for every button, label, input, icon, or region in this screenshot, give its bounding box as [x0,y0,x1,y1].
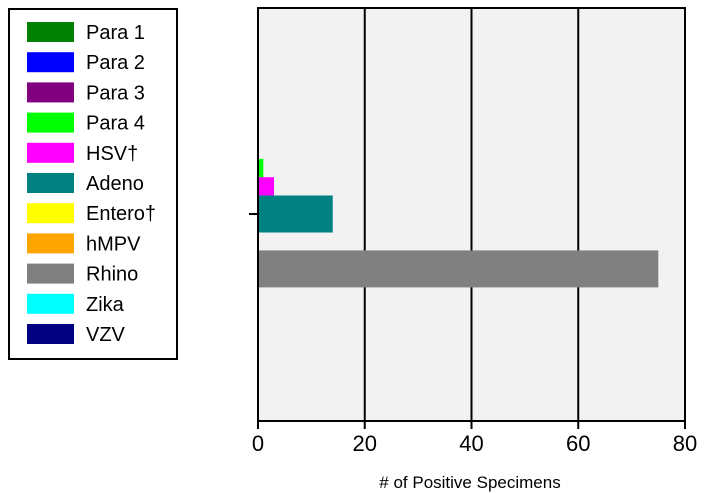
legend-label: HSV† [86,143,138,165]
legend-label: Entero† [86,203,156,225]
x-tick-label: 0 [252,431,264,456]
legend-swatch [27,203,74,224]
x-tick-label: 80 [673,431,697,456]
legend-swatch [27,52,74,73]
legend-label: VZV [86,324,126,346]
legend-swatch [27,82,74,103]
x-tick-label: 60 [566,431,590,456]
legend-swatch [27,293,74,314]
x-tick-label: 40 [459,431,483,456]
x-axis-title: # of Positive Specimens [379,473,560,492]
legend-swatch [27,324,74,344]
legend-label: hMPV [86,233,141,255]
plot-area: 0 20 40 60 80 [249,7,697,456]
legend-swatch [27,142,74,163]
legend-label: Para 3 [86,82,145,104]
legend-swatch [27,173,74,193]
legend-swatch [27,22,74,42]
legend-swatch [27,263,74,284]
legend-swatch [27,112,74,133]
legend-swatch [27,233,74,254]
legend-label: Para 1 [86,22,145,44]
bar-rhino [258,250,659,288]
legend-label: Adeno [86,173,144,195]
x-tick-label: 20 [353,431,377,456]
legend-label: Para 2 [86,52,145,74]
legend-label: Para 4 [86,113,145,135]
legend-label: Zika [86,294,125,316]
legend-label: Rhino [86,264,138,286]
legend: Para 1 Para 2 Para 3 Para 4 HSV† Adeno Entero†… [8,8,178,360]
bar-adeno [258,195,333,233]
